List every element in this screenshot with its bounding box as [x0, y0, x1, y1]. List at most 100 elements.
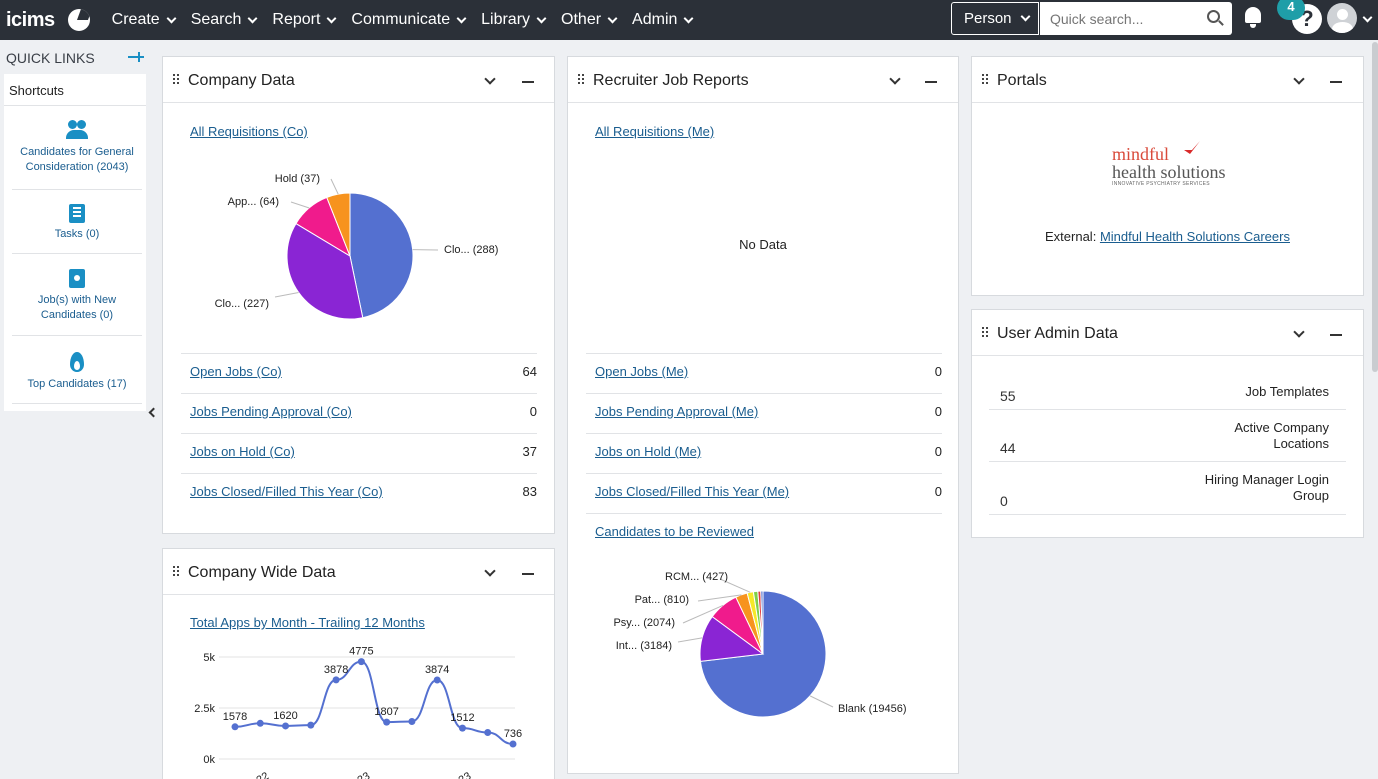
- minimize-icon[interactable]: [925, 81, 937, 83]
- top-nav-bar: icims Create Search Report Communicate L…: [0, 0, 1378, 40]
- jobs-on-hold-me-link[interactable]: Jobs on Hold (Me): [595, 444, 702, 459]
- minimize-icon[interactable]: [1330, 334, 1342, 336]
- page-scrollbar[interactable]: [1372, 42, 1378, 372]
- search-type-label: Person: [964, 10, 1012, 27]
- bell-icon[interactable]: [1245, 7, 1261, 28]
- drag-handle-icon[interactable]: [578, 74, 580, 76]
- table-row: Jobs Closed/Filled This Year (Co) 83: [181, 473, 537, 513]
- total-apps-link[interactable]: Total Apps by Month - Trailing 12 Months: [190, 615, 425, 630]
- jobs-pending-approval-co-link[interactable]: Jobs Pending Approval (Co): [190, 404, 352, 419]
- apps-data-point[interactable]: [458, 724, 466, 732]
- apps-data-point[interactable]: [484, 728, 492, 736]
- no-data-message: No Data: [739, 237, 787, 252]
- user-admin-row[interactable]: 0 Hiring Manager Login Group: [989, 462, 1346, 515]
- row-value: 37: [522, 444, 537, 459]
- jobs-on-hold-co-link[interactable]: Jobs on Hold (Co): [190, 444, 295, 459]
- jobs-pending-approval-me-link[interactable]: Jobs Pending Approval (Me): [595, 404, 759, 419]
- all-requisitions-co-link[interactable]: All Requisitions (Co): [190, 124, 308, 139]
- row-value: 0: [934, 364, 942, 379]
- candidates-pie-leader-line: [677, 637, 703, 643]
- chevron-down-icon[interactable]: [484, 73, 496, 85]
- shortcut-label: Candidates for General Consideration (20…: [20, 146, 134, 173]
- requisitions-pie-label: App... (64): [228, 196, 279, 208]
- user-avatar[interactable]: [1327, 3, 1357, 33]
- row-label: Job Templates: [1245, 384, 1329, 399]
- home-logo-icon[interactable]: [67, 9, 90, 31]
- candidates-pie-chart: Blank (19456) Int... (3184) Psy... (2074) P…: [613, 571, 907, 718]
- minimize-icon[interactable]: [1330, 81, 1342, 83]
- requisitions-pie-label: Clo... (227): [215, 298, 269, 310]
- drag-handle-icon[interactable]: [982, 74, 984, 76]
- shortcut-new-candidates[interactable]: Job(s) with New Candidates (0): [12, 268, 142, 336]
- user-admin-row[interactable]: 44 Active Company Locations: [989, 410, 1346, 462]
- candidates-pie-slice[interactable]: [760, 590, 764, 655]
- apps-data-point[interactable]: [408, 717, 416, 725]
- mindful-careers-link[interactable]: Mindful Health Solutions Careers: [1099, 229, 1290, 244]
- requisitions-pie-slice[interactable]: [286, 222, 364, 320]
- row-value: 0: [934, 404, 942, 419]
- jobs-closed-co-link[interactable]: Jobs Closed/Filled This Year (Co): [190, 484, 383, 499]
- apps-data-point[interactable]: [433, 676, 441, 684]
- all-requisitions-me-link[interactable]: All Requisitions (Me): [595, 124, 715, 139]
- menu-create[interactable]: Create: [104, 0, 183, 40]
- drag-handle-icon[interactable]: [173, 74, 175, 76]
- widget-title: Portals: [997, 72, 1047, 89]
- candidates-pie-leader-line: [719, 578, 751, 593]
- open-jobs-me-link[interactable]: Open Jobs (Me): [595, 364, 689, 379]
- menu-other[interactable]: Other: [553, 0, 624, 40]
- minimize-icon[interactable]: [522, 573, 534, 575]
- icims-logo[interactable]: icims: [6, 8, 55, 31]
- apps-data-point[interactable]: [231, 723, 239, 731]
- apps-data-point[interactable]: [383, 718, 391, 726]
- collapse-sidebar-icon[interactable]: [148, 407, 159, 418]
- data-label: 4775: [349, 646, 373, 658]
- menu-search[interactable]: Search: [183, 0, 265, 40]
- shortcut-tasks[interactable]: Tasks (0): [12, 202, 142, 254]
- apps-data-point[interactable]: [282, 722, 290, 730]
- drag-handle-icon[interactable]: [982, 327, 984, 329]
- chevron-down-icon[interactable]: [889, 73, 901, 85]
- search-icon[interactable]: [1207, 10, 1220, 23]
- apps-data-point[interactable]: [256, 719, 264, 727]
- candidates-pie-leader-line: [809, 695, 834, 708]
- user-admin-row[interactable]: 55 Job Templates: [989, 372, 1346, 410]
- pin-icon[interactable]: [128, 52, 144, 62]
- chevron-down-icon: [456, 13, 467, 23]
- menu-library[interactable]: Library: [473, 0, 553, 40]
- chevron-down-icon[interactable]: [484, 565, 496, 577]
- apps-data-point[interactable]: [307, 721, 315, 729]
- menu-communicate[interactable]: Communicate: [343, 0, 473, 40]
- menu-report[interactable]: Report: [264, 0, 343, 40]
- minimize-icon[interactable]: [522, 81, 534, 83]
- people-icon: [66, 120, 88, 140]
- candidates-to-review-link[interactable]: Candidates to be Reviewed: [595, 524, 754, 539]
- drag-handle-icon[interactable]: [173, 566, 175, 568]
- data-label: 3878: [324, 664, 348, 676]
- chevron-down-icon: [683, 13, 694, 23]
- shortcut-top-candidates[interactable]: Top Candidates (17): [12, 352, 142, 404]
- row-label: Hiring Manager Login Group: [1204, 472, 1329, 503]
- requisitions-pie-chart: Clo... (288) Clo... (227) App... (64) Hold …: [215, 173, 498, 320]
- search-type-select[interactable]: Person: [951, 2, 1039, 35]
- data-label: 1578: [223, 711, 247, 723]
- table-row: Jobs on Hold (Co) 37: [181, 433, 537, 473]
- apps-data-point[interactable]: [357, 658, 365, 666]
- apps-data-point[interactable]: [332, 676, 340, 684]
- jobs-closed-me-link[interactable]: Jobs Closed/Filled This Year (Me): [595, 484, 790, 499]
- quick-search-input[interactable]: [1040, 2, 1232, 35]
- chevron-down-icon[interactable]: [1293, 73, 1305, 85]
- open-jobs-co-link[interactable]: Open Jobs (Co): [190, 364, 282, 379]
- row-value: 0: [934, 484, 942, 499]
- table-row: Jobs Pending Approval (Co) 0: [181, 393, 537, 433]
- menu-admin[interactable]: Admin: [624, 0, 700, 40]
- chevron-down-icon[interactable]: [1293, 326, 1305, 338]
- shortcut-label: Top Candidates (17): [27, 378, 127, 390]
- shortcut-label: Tasks (0): [54, 228, 100, 240]
- requisitions-pie-slice[interactable]: [349, 192, 414, 319]
- notification-badge[interactable]: 4: [1277, 0, 1305, 20]
- requisitions-pie-leader-line: [274, 291, 299, 298]
- chevron-down-icon[interactable]: [1362, 12, 1373, 23]
- apps-data-point[interactable]: [509, 740, 517, 748]
- shortcut-general-consideration[interactable]: Candidates for General Consideration (20…: [12, 120, 142, 190]
